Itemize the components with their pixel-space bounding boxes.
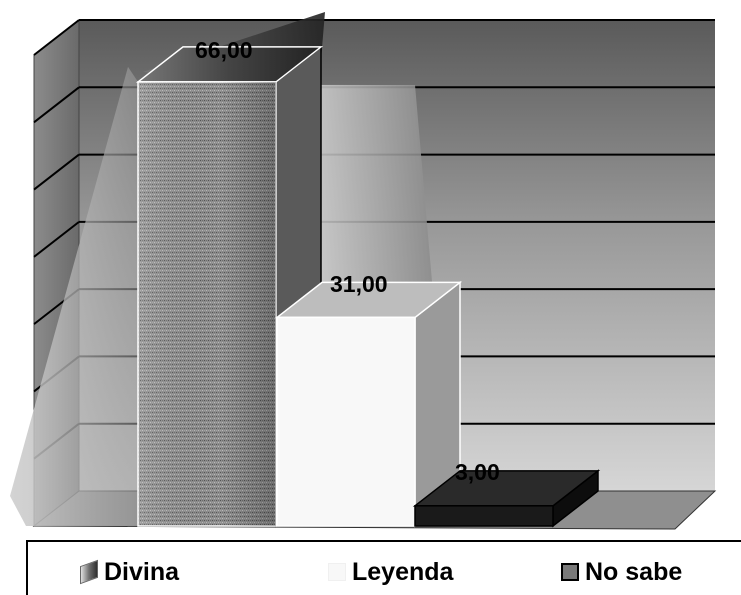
legend: Divina Leyenda No sabe	[26, 540, 741, 595]
legend-item-leyenda: Leyenda	[328, 559, 453, 585]
gridline-side	[33, 86, 80, 124]
legend-item-no-sabe: No sabe	[561, 559, 682, 585]
legend-label-no-sabe: No sabe	[585, 558, 683, 586]
gridline-side	[33, 221, 80, 258]
highlight-beam-left	[10, 66, 138, 527]
legend-label-leyenda: Leyenda	[352, 558, 454, 586]
legend-swatch-divina	[80, 559, 98, 585]
data-label-no-sabe: 3,00	[455, 459, 500, 485]
bar-chart: 66,00 31,00 3,00	[10, 12, 717, 530]
bar-no-sabe	[412, 469, 601, 528]
legend-swatch-leyenda	[328, 563, 346, 581]
bar-divina	[135, 45, 324, 528]
data-label-divina: 66,00	[195, 37, 253, 63]
gridline-side	[33, 19, 80, 56]
legend-swatch-no-sabe	[561, 563, 579, 581]
bar-front	[414, 505, 554, 527]
legend-label-divina: Divina	[104, 558, 180, 586]
bar-leyenda	[274, 280, 463, 528]
bar-front	[276, 316, 416, 527]
bar-front-shade	[138, 81, 276, 527]
gridline-side	[33, 153, 80, 191]
legend-item-divina: Divina	[80, 559, 179, 585]
data-label-leyenda: 31,00	[330, 271, 388, 297]
